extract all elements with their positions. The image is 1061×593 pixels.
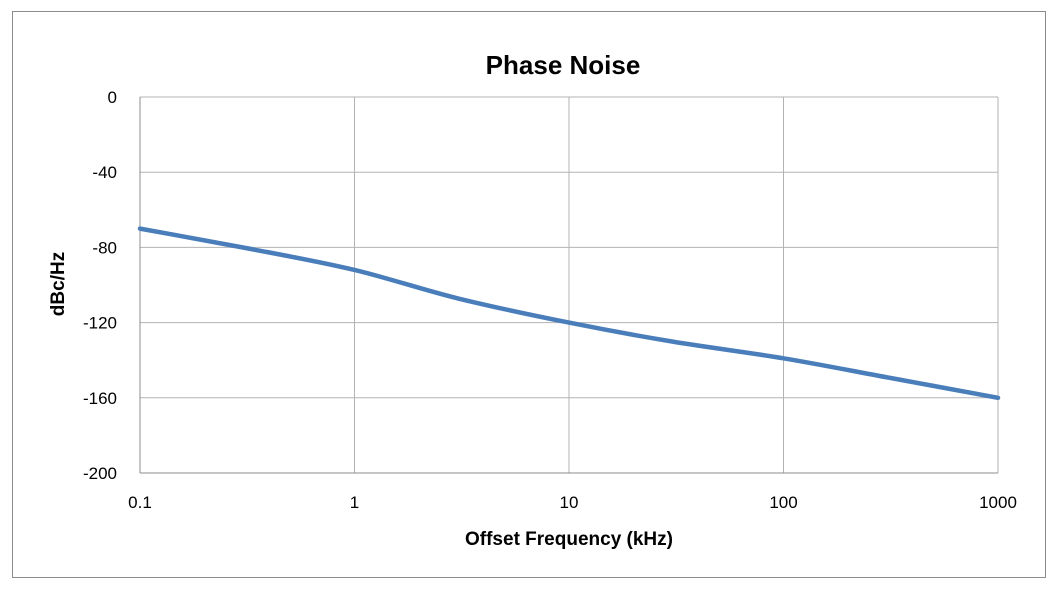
grid xyxy=(140,96,998,474)
x-tick-label: 1000 xyxy=(979,493,1017,512)
y-tick-label: -80 xyxy=(92,238,117,257)
chart-title: Phase Noise xyxy=(486,50,641,80)
y-tick-label: 0 xyxy=(108,88,117,107)
x-tick-label: 1 xyxy=(350,493,359,512)
chart-frame xyxy=(12,11,1046,578)
x-tick-label: 100 xyxy=(769,493,797,512)
series-layer xyxy=(137,226,1001,401)
axes xyxy=(139,97,999,474)
y-tick-label: -160 xyxy=(83,389,117,408)
x-tick-label: 0.1 xyxy=(128,493,152,512)
y-axis-title: dBc/Hz xyxy=(48,252,69,316)
x-axis-title: Offset Frequency (kHz) xyxy=(465,529,673,550)
y-tick-label: -120 xyxy=(83,314,117,333)
phase-noise-series-line xyxy=(137,226,1001,401)
y-tick-label: -40 xyxy=(92,163,117,182)
tick-labels: 0.1 1 10 100 1000 0 -40 -80 -120 -160 -200 xyxy=(83,88,1017,512)
x-tick-label: 10 xyxy=(560,493,579,512)
y-tick-label: -200 xyxy=(83,464,117,483)
